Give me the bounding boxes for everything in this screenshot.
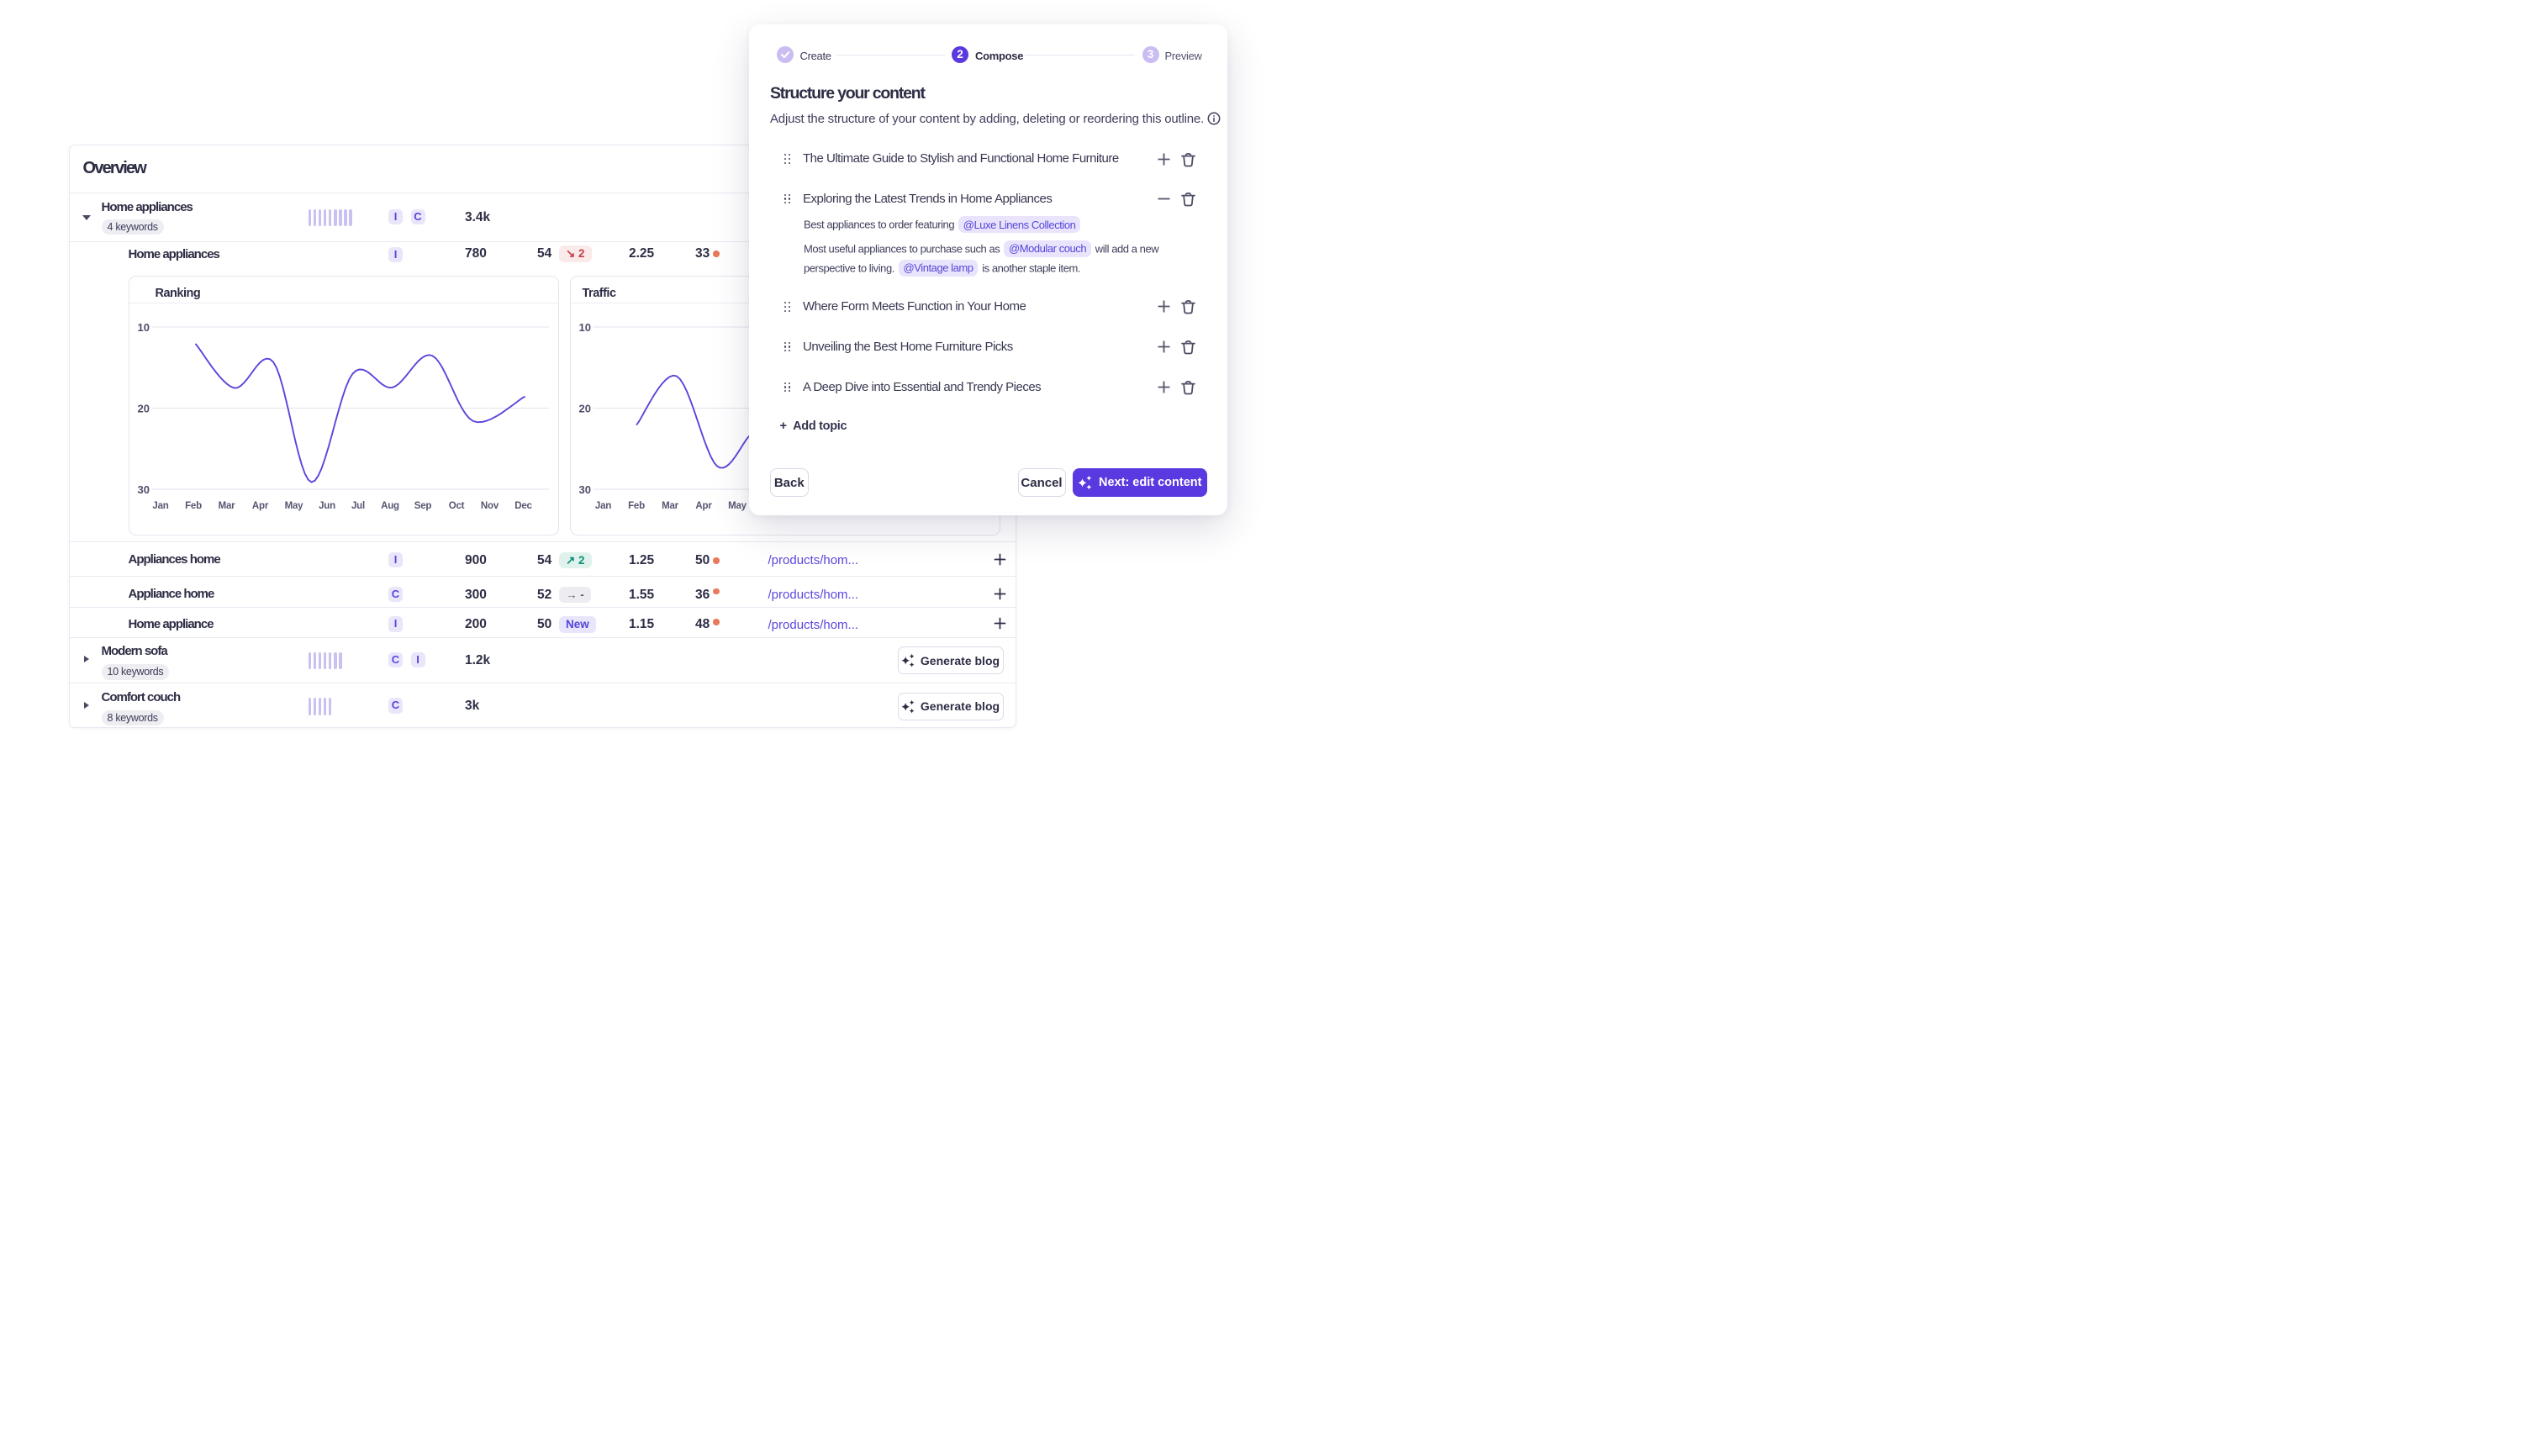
svg-text:Jan: Jan (152, 501, 168, 511)
svg-text:Sep: Sep (414, 501, 432, 511)
svg-text:20: 20 (138, 402, 150, 414)
svg-text:Mar: Mar (662, 501, 679, 511)
svg-text:Feb: Feb (628, 501, 645, 511)
svg-text:Mar: Mar (219, 501, 236, 511)
svg-text:30: 30 (138, 483, 150, 496)
svg-text:Jul: Jul (351, 501, 365, 511)
svg-text:May: May (285, 501, 304, 511)
svg-text:May: May (728, 501, 747, 511)
svg-text:20: 20 (578, 402, 590, 414)
svg-text:Jan: Jan (594, 501, 610, 511)
svg-text:Dec: Dec (514, 501, 532, 511)
svg-text:30: 30 (578, 483, 590, 496)
svg-text:Oct: Oct (449, 501, 465, 511)
svg-text:Apr: Apr (252, 501, 269, 511)
svg-text:Feb: Feb (185, 501, 202, 511)
svg-text:Aug: Aug (381, 501, 399, 511)
svg-text:Apr: Apr (695, 501, 712, 511)
svg-text:10: 10 (578, 321, 590, 334)
svg-text:Nov: Nov (481, 501, 499, 511)
svg-text:Jun: Jun (319, 501, 335, 511)
svg-text:10: 10 (138, 321, 150, 334)
